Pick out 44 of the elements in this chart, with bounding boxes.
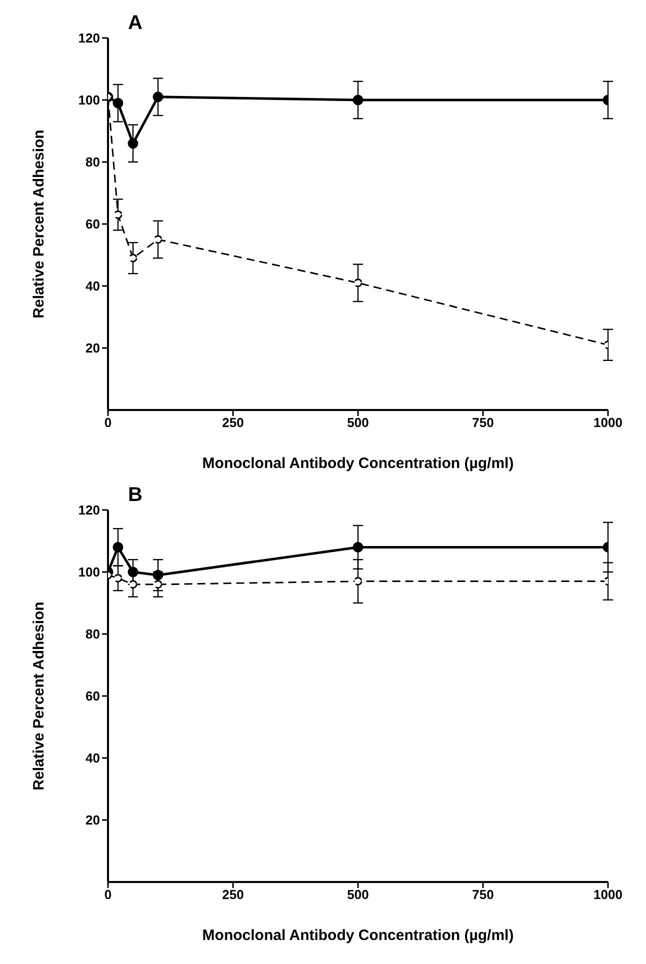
y-tick-label: 100 <box>78 92 100 108</box>
x-tick-label: 1000 <box>594 415 622 430</box>
point <box>128 138 138 149</box>
point <box>112 542 124 552</box>
point <box>114 574 122 582</box>
chart-title: B <box>128 484 142 507</box>
y-tick-label: 80 <box>86 626 100 642</box>
point <box>352 94 364 106</box>
x-tick-label: 750 <box>472 887 494 902</box>
y-axis-title: Relative Percent Adhesion <box>30 130 48 318</box>
y-tick-label: 120 <box>78 502 100 518</box>
point <box>152 570 164 580</box>
chart-title: A <box>128 12 142 35</box>
point <box>154 580 162 589</box>
y-tick-label: 20 <box>86 340 100 356</box>
y-tick-label: 20 <box>86 812 100 828</box>
y-tick-label: 100 <box>78 564 100 580</box>
y-tick-label: 120 <box>78 30 100 46</box>
x-axis-title: Monoclonal Antibody Concentration (µg/ml) <box>202 455 514 472</box>
x-tick-label: 250 <box>222 415 244 430</box>
point <box>152 92 164 102</box>
x-tick-label: 0 <box>104 887 112 902</box>
point <box>114 210 122 219</box>
y-tick-label: 60 <box>86 216 100 232</box>
x-tick-label: 500 <box>347 887 369 902</box>
point <box>128 566 138 578</box>
x-tick-label: 750 <box>472 415 494 430</box>
x-axis-title: Monoclonal Antibody Concentration (µg/ml) <box>202 927 514 944</box>
y-axis-title: Relative Percent Adhesion <box>30 602 48 790</box>
point <box>112 98 124 108</box>
x-tick-label: 500 <box>347 415 369 430</box>
y-tick-label: 40 <box>86 750 100 766</box>
x-tick-label: 0 <box>104 415 112 430</box>
y-tick-label: 40 <box>86 278 100 294</box>
y-tick-label: 80 <box>86 154 100 170</box>
point <box>154 235 162 244</box>
point <box>352 542 364 552</box>
x-tick-label: 250 <box>222 887 244 902</box>
y-tick-label: 60 <box>86 688 100 704</box>
x-tick-label: 1000 <box>594 887 622 902</box>
point <box>128 580 138 589</box>
point <box>354 278 362 288</box>
point <box>128 254 138 262</box>
point <box>354 577 362 586</box>
